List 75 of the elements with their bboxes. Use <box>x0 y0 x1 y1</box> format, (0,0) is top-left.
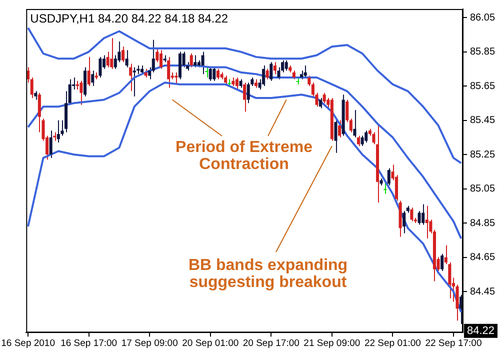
x-tick-label: 22 Sep 01:00 <box>364 338 421 349</box>
candlestick <box>125 50 128 68</box>
candlestick <box>129 63 132 92</box>
candlestick <box>84 66 87 97</box>
candlestick <box>167 56 170 88</box>
candlestick <box>284 60 288 72</box>
candlestick <box>91 70 94 87</box>
candlestick <box>448 262 452 299</box>
candlestick <box>353 110 356 138</box>
y-tick-label: 84.45 <box>470 286 496 298</box>
candlestick <box>425 205 428 239</box>
x-tick-label: 16 Sep 2010 <box>1 338 55 349</box>
candlestick <box>110 38 114 70</box>
candlestick <box>372 132 376 145</box>
candlestick <box>422 204 425 226</box>
candlestick <box>87 56 90 87</box>
candlestick <box>56 120 60 144</box>
candlestick <box>410 207 414 222</box>
y-tick-label: 86.05 <box>470 12 496 24</box>
y-tick-label: 85.65 <box>470 80 496 92</box>
y-tick-label: 85.85 <box>470 46 496 58</box>
candlestick <box>159 50 163 70</box>
candlestick <box>338 120 342 138</box>
candlestick <box>204 66 209 78</box>
candlestick <box>319 98 322 109</box>
candlestick <box>49 130 52 158</box>
candlestick <box>418 210 421 226</box>
candlestick <box>190 53 193 68</box>
candlestick <box>334 120 338 154</box>
candlestick <box>235 76 238 90</box>
candlestick <box>212 66 216 82</box>
candlestick <box>98 56 102 78</box>
chart-title: USDJPY,H1 84.20 84.22 84.18 84.22 <box>30 11 228 26</box>
candlestick <box>246 82 250 104</box>
annotation: Period of Extreme Contraction <box>176 138 313 173</box>
candlestick <box>364 130 368 144</box>
candlestick <box>266 68 269 80</box>
candlestick <box>262 65 266 87</box>
candlestick <box>201 51 204 75</box>
candlestick <box>440 253 444 272</box>
candlestick <box>194 54 197 68</box>
candlestick <box>114 54 117 70</box>
x-tick-label: 21 Sep 09:00 <box>304 338 360 349</box>
candlestick <box>402 210 406 234</box>
candlestick <box>456 284 459 322</box>
candlestick <box>132 66 136 97</box>
x-tick-label: 22 Sep 17:00 <box>425 338 482 349</box>
candlestick <box>224 75 228 87</box>
candlestick <box>243 82 246 112</box>
annotation: BB bands expanding suggesting breakout <box>188 256 348 291</box>
candlestick <box>387 168 390 186</box>
y-tick-label: 85.25 <box>470 149 496 160</box>
candlestick <box>273 62 276 75</box>
x-tick-label: 16 Sep 17:00 <box>60 338 118 349</box>
candlestick <box>322 92 326 104</box>
candlestick <box>444 244 448 265</box>
candlestick <box>208 66 212 82</box>
candlestick <box>106 51 110 68</box>
y-tick-label: 84.65 <box>470 252 496 264</box>
candlestick <box>270 62 273 82</box>
candlestick <box>304 65 307 78</box>
y-tick-label: 84.85 <box>470 218 496 229</box>
candlestick <box>178 51 182 80</box>
x-tick-label: 17 Sep 09:00 <box>121 338 178 349</box>
x-tick-label: 20 Sep 17:00 <box>242 338 300 349</box>
candlestick <box>80 80 83 106</box>
candlestick <box>360 135 364 146</box>
y-tick-label: 85.05 <box>470 184 496 195</box>
candlestick <box>156 48 159 63</box>
candlestick <box>121 46 125 63</box>
candlestick <box>216 68 220 80</box>
candlestick <box>357 135 360 146</box>
annotation: 84.22 <box>466 324 495 337</box>
x-tick-label: 20 Sep 01:00 <box>182 338 239 349</box>
y-tick-label: 85.45 <box>470 115 496 126</box>
